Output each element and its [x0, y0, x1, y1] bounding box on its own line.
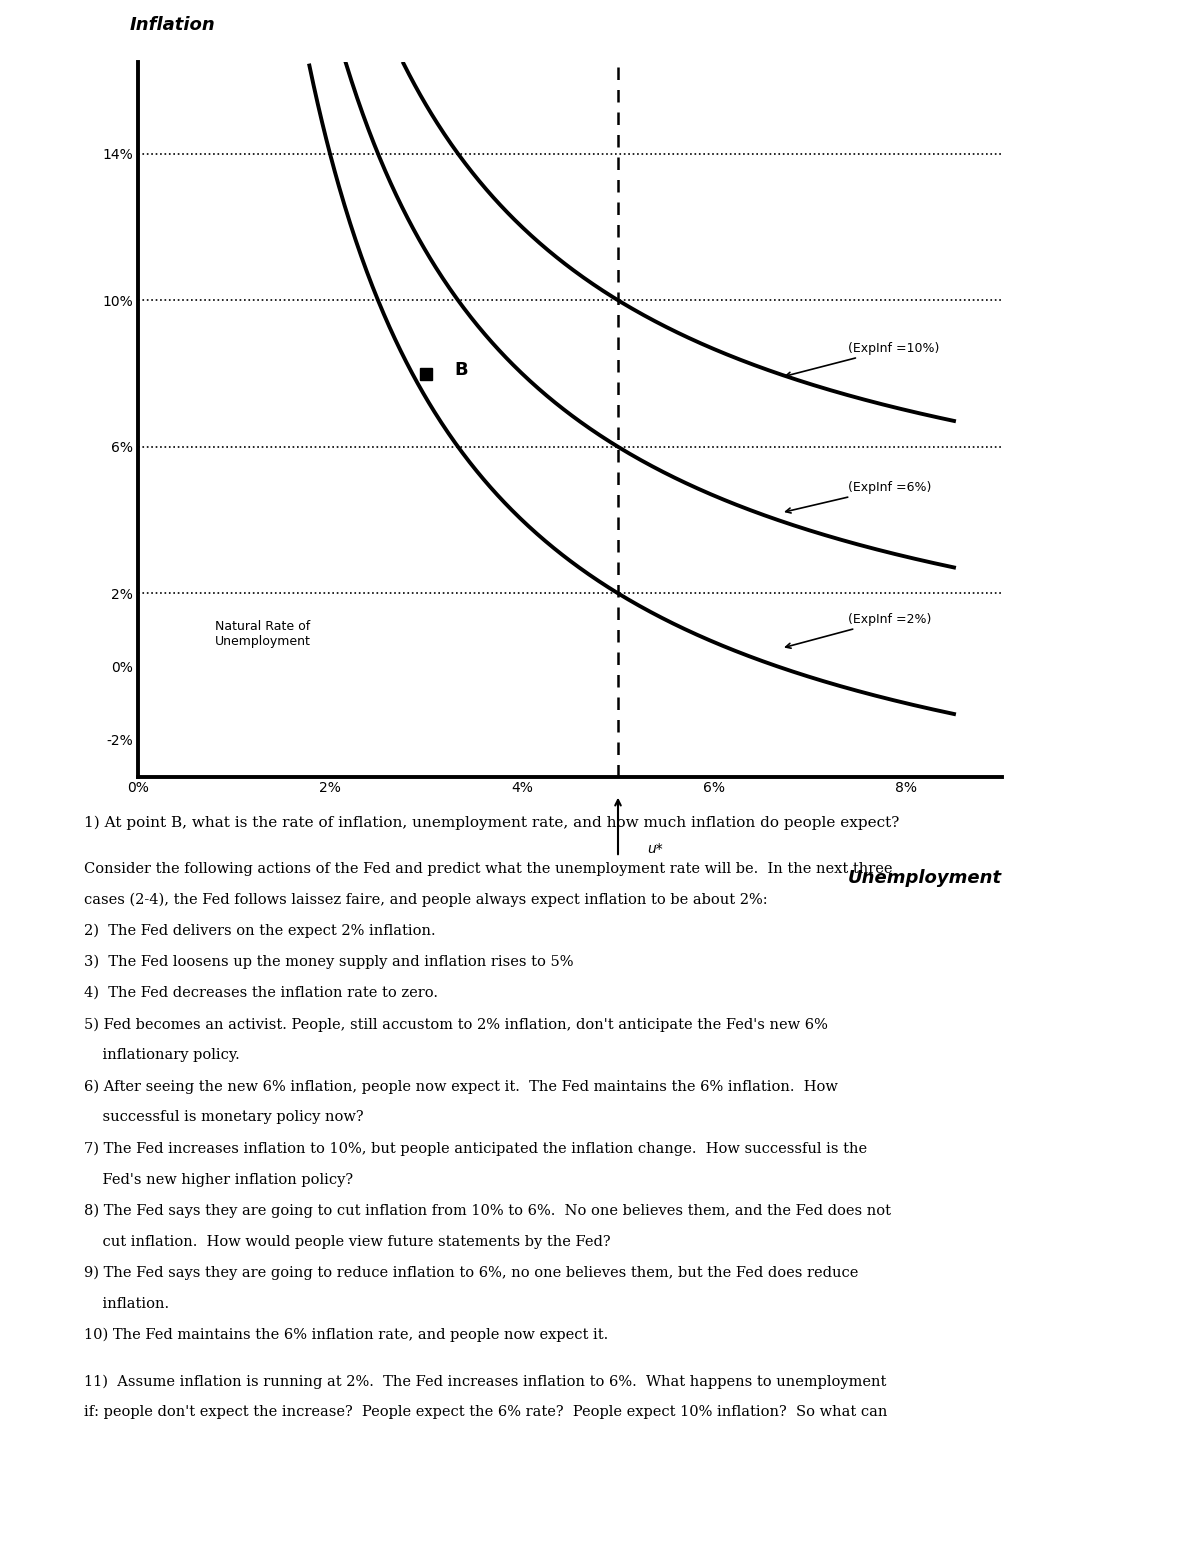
Text: Fed's new higher inflation policy?: Fed's new higher inflation policy? [84, 1173, 353, 1186]
Text: cut inflation.  How would people view future statements by the Fed?: cut inflation. How would people view fut… [84, 1235, 611, 1249]
Text: (ExpInf =10%): (ExpInf =10%) [786, 342, 940, 377]
Text: successful is monetary policy now?: successful is monetary policy now? [84, 1110, 364, 1124]
Text: 8) The Fed says they are going to cut inflation from 10% to 6%.  No one believes: 8) The Fed says they are going to cut in… [84, 1204, 890, 1218]
Text: inflationary policy.: inflationary policy. [84, 1048, 240, 1062]
Text: 3)  The Fed loosens up the money supply and inflation rises to 5%: 3) The Fed loosens up the money supply a… [84, 955, 574, 969]
Text: Consider the following actions of the Fed and predict what the unemployment rate: Consider the following actions of the Fe… [84, 862, 893, 876]
Text: 7) The Fed increases inflation to 10%, but people anticipated the inflation chan: 7) The Fed increases inflation to 10%, b… [84, 1141, 868, 1155]
Text: inflation.: inflation. [84, 1297, 169, 1311]
Text: Natural Rate of
Unemployment: Natural Rate of Unemployment [215, 620, 311, 648]
Text: Inflation: Inflation [130, 16, 215, 34]
Text: Unemployment: Unemployment [848, 870, 1002, 887]
Text: 6) After seeing the new 6% inflation, people now expect it.  The Fed maintains t: 6) After seeing the new 6% inflation, pe… [84, 1079, 838, 1093]
Text: 9) The Fed says they are going to reduce inflation to 6%, no one believes them, : 9) The Fed says they are going to reduce… [84, 1266, 858, 1280]
Text: 4)  The Fed decreases the inflation rate to zero.: 4) The Fed decreases the inflation rate … [84, 986, 438, 1000]
Text: cases (2-4), the Fed follows laissez faire, and people always expect inflation t: cases (2-4), the Fed follows laissez fai… [84, 893, 768, 907]
Text: 1) At point B, what is the rate of inflation, unemployment rate, and how much in: 1) At point B, what is the rate of infla… [84, 815, 899, 829]
Text: B: B [455, 360, 468, 379]
Text: 10) The Fed maintains the 6% inflation rate, and people now expect it.: 10) The Fed maintains the 6% inflation r… [84, 1328, 608, 1342]
Text: 2)  The Fed delivers on the expect 2% inflation.: 2) The Fed delivers on the expect 2% inf… [84, 924, 436, 938]
Text: 5) Fed becomes an activist. People, still accustom to 2% inflation, don't antici: 5) Fed becomes an activist. People, stil… [84, 1017, 828, 1031]
Text: if: people don't expect the increase?  People expect the 6% rate?  People expect: if: people don't expect the increase? Pe… [84, 1405, 887, 1419]
Text: 11)  Assume inflation is running at 2%.  The Fed increases inflation to 6%.  Wha: 11) Assume inflation is running at 2%. T… [84, 1374, 887, 1388]
Text: (ExpInf =6%): (ExpInf =6%) [786, 481, 931, 512]
Text: u*: u* [647, 842, 662, 856]
Text: (ExpInf =2%): (ExpInf =2%) [786, 612, 931, 648]
